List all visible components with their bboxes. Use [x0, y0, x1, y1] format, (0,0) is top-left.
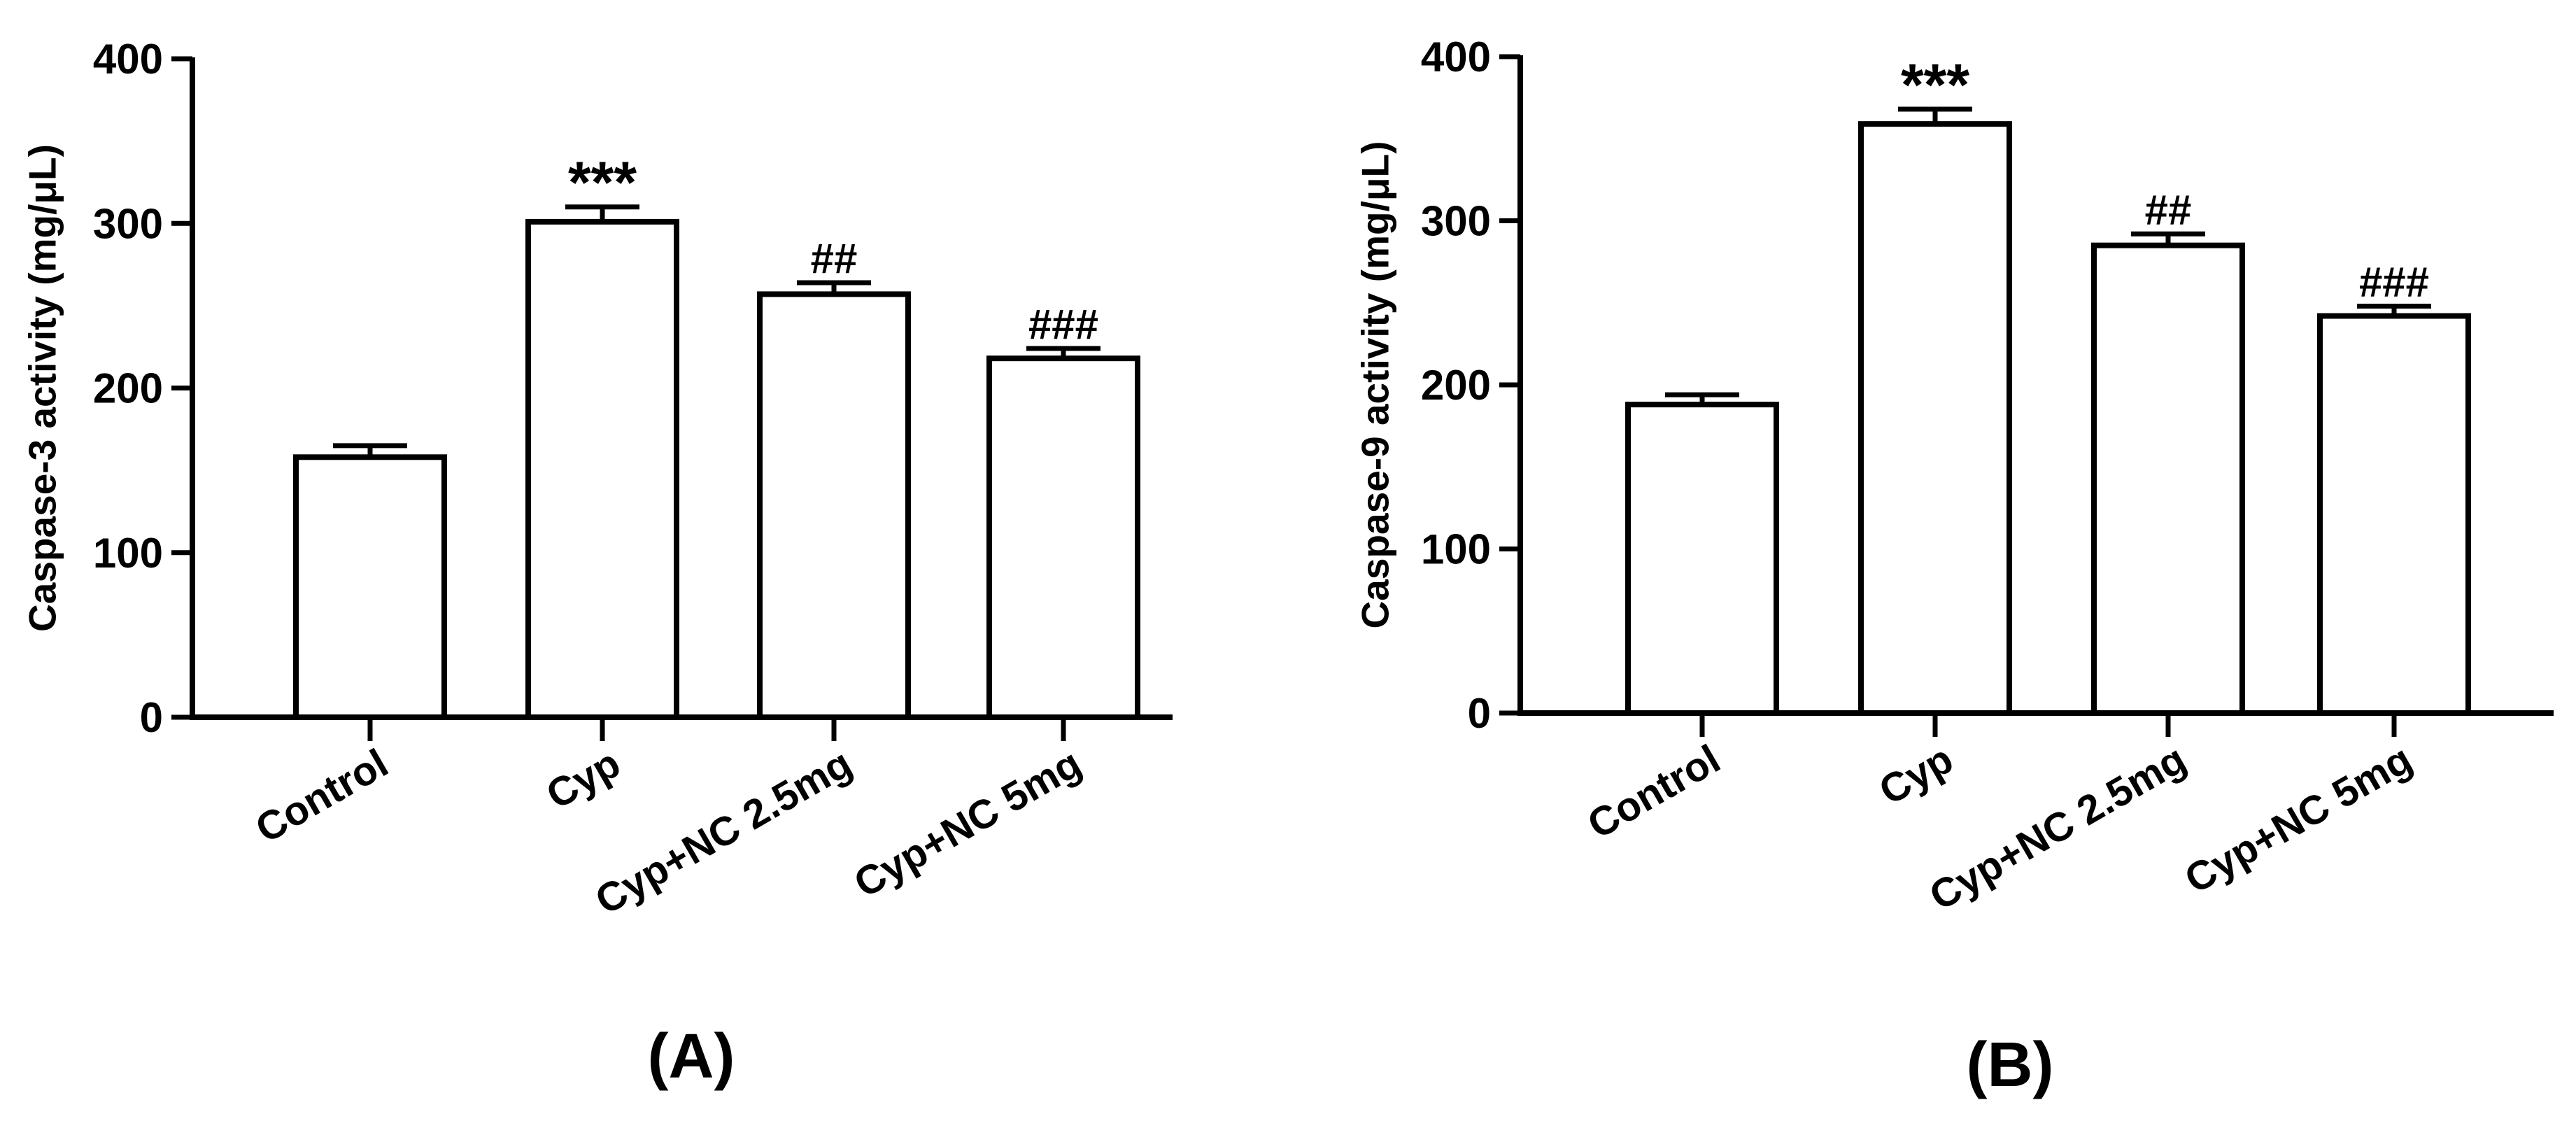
significance-label: ###: [1028, 301, 1098, 348]
panel-b-chart: 0 100 200 300 400 Caspase-9 activity (mg/μL) C…: [1354, 34, 2554, 1100]
y-tick-label: 0: [140, 694, 163, 741]
y-tick-label: 400: [93, 36, 163, 83]
y-tick-label: 300: [93, 200, 163, 247]
bar: [1625, 402, 1779, 716]
category-label: Cyp+NC 5mg: [847, 740, 1089, 907]
bar: [525, 218, 679, 720]
y-tick-label: 200: [1421, 362, 1491, 409]
y-tick-label: 100: [93, 530, 163, 577]
significance-label: ***: [1901, 52, 1969, 118]
bar: [1858, 121, 2012, 716]
category-label: Control: [1580, 736, 1727, 847]
bar: [757, 291, 911, 721]
category-label: Cyp: [539, 740, 628, 818]
category-label: Control: [248, 740, 395, 852]
bar: [293, 454, 447, 720]
panel-a-chart: 0 100 200 300 400 Caspase-3 activity (mg/μL) C…: [21, 36, 1173, 1092]
y-tick-label: 0: [1468, 690, 1491, 737]
category-label: Cyp+NC 5mg: [2177, 736, 2420, 903]
significance-label: ###: [2359, 258, 2429, 305]
y-axis-label: Caspase-9 activity (mg/μL): [1354, 141, 1397, 629]
y-tick-label: 300: [1421, 198, 1491, 245]
significance-label: ##: [2145, 186, 2192, 233]
category-label: Cyp+NC 2.5mg: [1922, 736, 2193, 919]
category-label: Cyp: [1871, 736, 1960, 814]
bar: [2317, 313, 2471, 716]
bar: [986, 355, 1140, 720]
significance-label: ##: [811, 235, 858, 282]
y-tick-label: 400: [1421, 34, 1491, 80]
y-tick-label: 200: [93, 365, 163, 412]
category-label: Cyp+NC 2.5mg: [588, 740, 859, 924]
y-axis-label: Caspase-3 activity (mg/μL): [21, 144, 64, 632]
y-tick-label: 100: [1421, 526, 1491, 573]
significance-label: ***: [568, 150, 637, 216]
bar: [2091, 242, 2245, 716]
panel-label: (A): [648, 1022, 735, 1092]
panel-label: (B): [1967, 1030, 2054, 1100]
